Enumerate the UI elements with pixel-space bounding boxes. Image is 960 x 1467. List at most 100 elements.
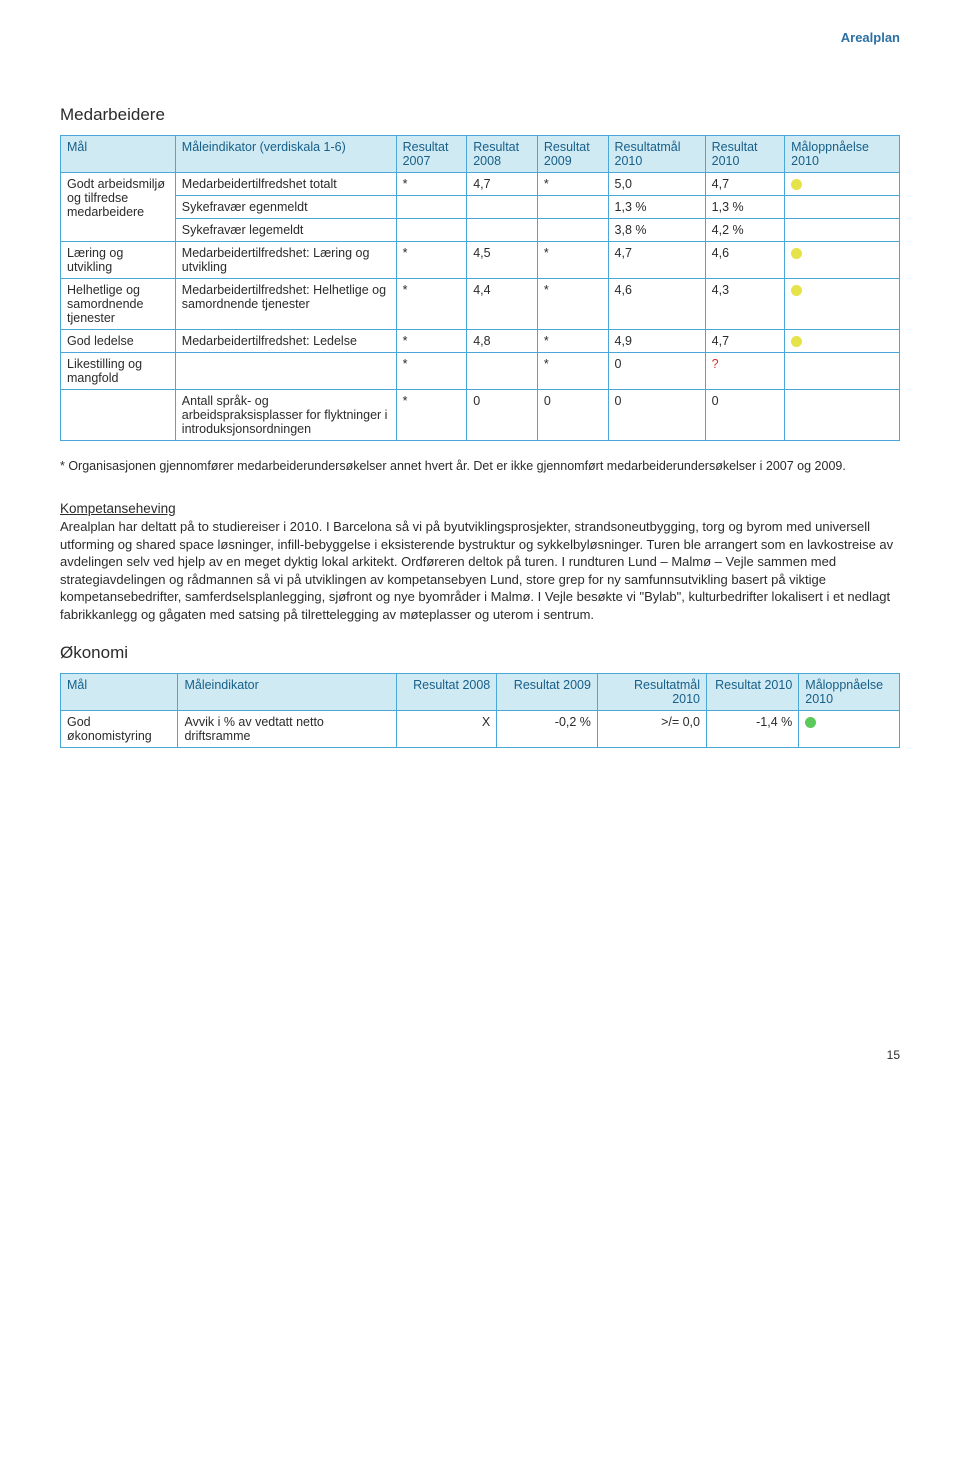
cell-indikator: Avvik i % av vedtatt netto driftsramme xyxy=(178,711,396,748)
cell-mal: Læring og utvikling xyxy=(61,242,176,279)
cell-indikator: Medarbeidertilfredshet totalt xyxy=(175,173,396,196)
cell-r09: 0 xyxy=(537,390,608,441)
cell-r08 xyxy=(467,219,538,242)
cell-r09: * xyxy=(537,242,608,279)
medarbeidere-table: Mål Måleindikator (verdiskala 1-6) Resul… xyxy=(60,135,900,441)
cell-r10: 4,2 % xyxy=(705,219,784,242)
cell-mal: Godt arbeidsmiljø og tilfredse medarbeid… xyxy=(61,173,176,242)
col-r2007: Resultat 2007 xyxy=(396,136,467,173)
cell-dot xyxy=(785,173,900,196)
col-r2009: Resultat 2009 xyxy=(537,136,608,173)
cell-r2008: X xyxy=(396,711,497,748)
status-dot-icon xyxy=(791,248,802,259)
cell-rm10: 0 xyxy=(608,390,705,441)
table-row: Helhetlige og samordnende tjenesterMedar… xyxy=(61,279,900,330)
cell-rm10: 0 xyxy=(608,353,705,390)
table-row: Sykefravær egenmeldt 1,3 %1,3 % xyxy=(61,196,900,219)
cell-r10: 4,7 xyxy=(705,330,784,353)
col-indikator: Måleindikator (verdiskala 1-6) xyxy=(175,136,396,173)
table-row: Antall språk- og arbeidspraksisplasser f… xyxy=(61,390,900,441)
cell-r09 xyxy=(537,196,608,219)
kompetanse-body: Arealplan har deltatt på to studiereiser… xyxy=(60,518,900,623)
status-dot-icon xyxy=(805,717,816,728)
page-header: Arealplan xyxy=(60,30,900,45)
col-indikator: Måleindikator xyxy=(178,674,396,711)
cell-r10: 4,3 xyxy=(705,279,784,330)
cell-rm10: 3,8 % xyxy=(608,219,705,242)
col-oppn2010: Måloppnåelse 2010 xyxy=(785,136,900,173)
cell-dot xyxy=(785,390,900,441)
status-dot-icon xyxy=(791,179,802,190)
table-head: Mål Måleindikator Resultat 2008 Resultat… xyxy=(61,674,900,711)
cell-r07: * xyxy=(396,330,467,353)
cell-rm10: 4,7 xyxy=(608,242,705,279)
cell-dot xyxy=(785,353,900,390)
cell-r07: * xyxy=(396,242,467,279)
cell-r07 xyxy=(396,196,467,219)
cell-mal: Likestilling og mangfold xyxy=(61,353,176,390)
cell-dot xyxy=(785,196,900,219)
table-body: Godt arbeidsmiljø og tilfredse medarbeid… xyxy=(61,173,900,441)
cell-mal: Helhetlige og samordnende tjenester xyxy=(61,279,176,330)
cell-r10: 4,6 xyxy=(705,242,784,279)
cell-r08: 4,5 xyxy=(467,242,538,279)
cell-rm2010: >/= 0,0 xyxy=(597,711,706,748)
cell-mal: God økonomistyring xyxy=(61,711,178,748)
col-oppn2010: Måloppnåelse 2010 xyxy=(799,674,900,711)
cell-r07: * xyxy=(396,390,467,441)
cell-r10: 0 xyxy=(705,390,784,441)
cell-r07 xyxy=(396,219,467,242)
cell-dot xyxy=(785,330,900,353)
cell-mal: God ledelse xyxy=(61,330,176,353)
cell-r09: * xyxy=(537,330,608,353)
col-r2009: Resultat 2009 xyxy=(497,674,598,711)
cell-indikator xyxy=(175,353,396,390)
cell-dot xyxy=(799,711,900,748)
section-title-okonomi: Økonomi xyxy=(60,643,900,663)
section-title-medarbeidere: Medarbeidere xyxy=(60,105,900,125)
table-row: God ledelseMedarbeidertilfredshet: Ledel… xyxy=(61,330,900,353)
cell-r09: * xyxy=(537,353,608,390)
table-row: Likestilling og mangfold**0? xyxy=(61,353,900,390)
cell-rm10: 4,6 xyxy=(608,279,705,330)
cell-indikator: Antall språk- og arbeidspraksisplasser f… xyxy=(175,390,396,441)
cell-dot xyxy=(785,279,900,330)
cell-indikator: Medarbeidertilfredshet: Læring og utvikl… xyxy=(175,242,396,279)
okonomi-table: Mål Måleindikator Resultat 2008 Resultat… xyxy=(60,673,900,748)
cell-dot xyxy=(785,242,900,279)
cell-r08 xyxy=(467,353,538,390)
col-mal: Mål xyxy=(61,136,176,173)
table-row: Læring og utviklingMedarbeidertilfredshe… xyxy=(61,242,900,279)
cell-r08: 4,4 xyxy=(467,279,538,330)
cell-r07: * xyxy=(396,279,467,330)
medarbeidere-footnote: * Organisasjonen gjennomfører medarbeide… xyxy=(60,459,900,473)
cell-indikator: Sykefravær legemeldt xyxy=(175,219,396,242)
table-row: Godt arbeidsmiljø og tilfredse medarbeid… xyxy=(61,173,900,196)
cell-rm10: 1,3 % xyxy=(608,196,705,219)
cell-r07: * xyxy=(396,353,467,390)
cell-dot xyxy=(785,219,900,242)
cell-r10: ? xyxy=(705,353,784,390)
cell-rm10: 4,9 xyxy=(608,330,705,353)
col-r2008: Resultat 2008 xyxy=(396,674,497,711)
cell-r10: 1,3 % xyxy=(705,196,784,219)
cell-r09 xyxy=(537,219,608,242)
cell-r10: 4,7 xyxy=(705,173,784,196)
cell-r08 xyxy=(467,196,538,219)
cell-indikator: Sykefravær egenmeldt xyxy=(175,196,396,219)
col-rm2010: Resultatmål 2010 xyxy=(608,136,705,173)
status-dot-icon xyxy=(791,336,802,347)
kompetanse-title: Kompetanseheving xyxy=(60,501,900,516)
cell-r08: 4,8 xyxy=(467,330,538,353)
cell-indikator: Medarbeidertilfredshet: Helhetlige og sa… xyxy=(175,279,396,330)
col-rm2010: Resultatmål 2010 xyxy=(597,674,706,711)
cell-mal xyxy=(61,390,176,441)
cell-r08: 0 xyxy=(467,390,538,441)
cell-r09: * xyxy=(537,173,608,196)
cell-r07: * xyxy=(396,173,467,196)
table-row: God økonomistyring Avvik i % av vedtatt … xyxy=(61,711,900,748)
col-r2010: Resultat 2010 xyxy=(705,136,784,173)
status-dot-icon xyxy=(791,285,802,296)
cell-rm10: 5,0 xyxy=(608,173,705,196)
col-r2008: Resultat 2008 xyxy=(467,136,538,173)
